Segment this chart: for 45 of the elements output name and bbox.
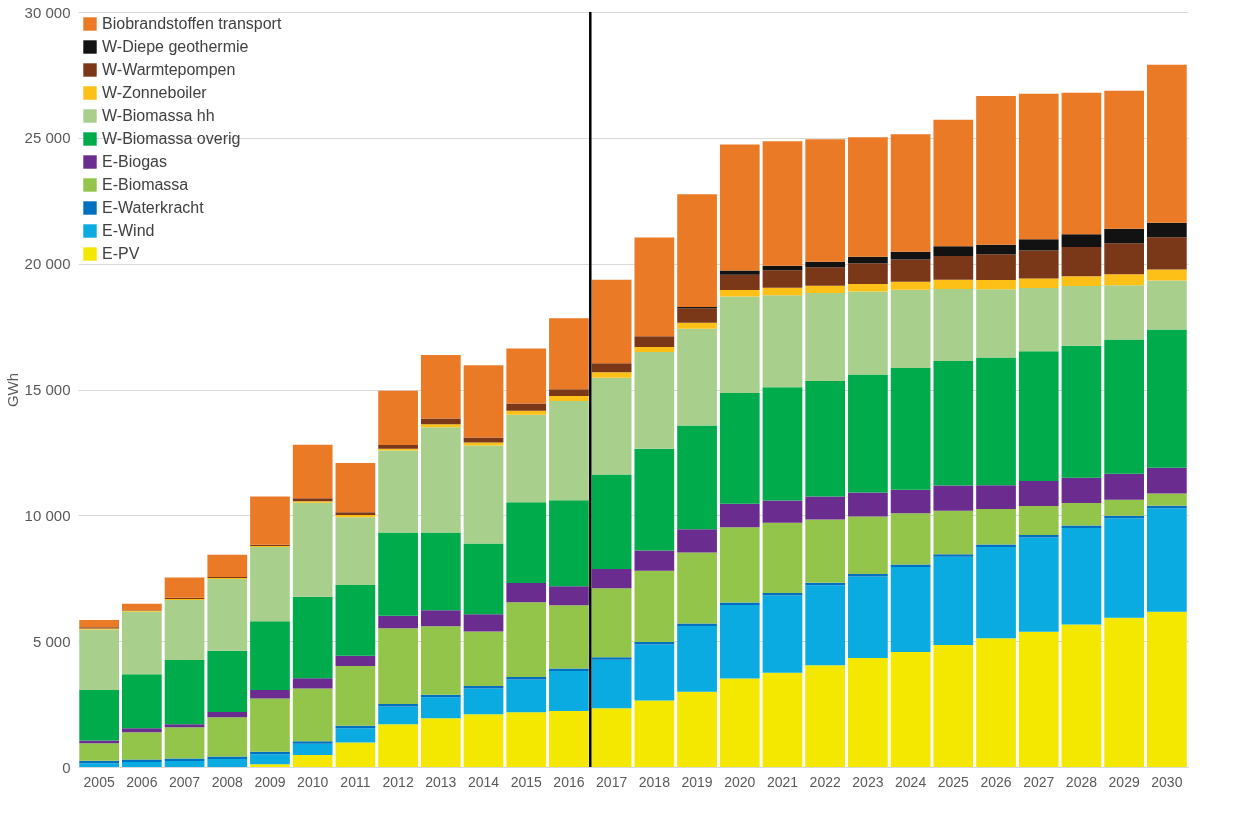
x-tick-label: 2023	[852, 773, 884, 790]
x-tick-label: 2024	[895, 773, 927, 790]
y-tick-label: 25 000	[24, 129, 71, 147]
legend-label: E-Wind	[102, 222, 155, 239]
x-tick-label: 2009	[254, 773, 286, 790]
legend-label: E-Biogas	[102, 153, 167, 170]
legend-label: W-Zonneboiler	[102, 84, 208, 101]
x-tick-label: 2008	[211, 773, 244, 790]
legend-label: E-PV	[102, 245, 140, 262]
legend-label: W-Biomassa hh	[102, 107, 215, 124]
x-tick-label: 2027	[1023, 773, 1055, 790]
y-tick-label: 10 000	[24, 506, 71, 524]
legend-label: Biobrandstoffen transport	[102, 15, 282, 32]
x-tick-label: 2029	[1108, 773, 1140, 790]
x-tick-label: 2018	[638, 773, 671, 790]
x-tick-label: 2011	[340, 773, 371, 790]
x-tick-label: 2022	[809, 773, 841, 790]
x-tick-label: 2021	[766, 773, 799, 790]
y-axis-title: GWh	[3, 372, 21, 408]
x-tick-label: 2020	[724, 773, 756, 790]
legend-label: E-Waterkracht	[102, 199, 205, 216]
x-tick-label: 2014	[467, 773, 500, 790]
x-tick-label: 2013	[425, 773, 457, 790]
y-tick-label: 5 000	[32, 632, 71, 650]
x-tick-label: 2030	[1151, 773, 1183, 790]
legend-label: W-Warmtepompen	[102, 61, 236, 78]
x-tick-label: 2007	[168, 773, 201, 790]
x-tick-label: 2015	[510, 773, 543, 790]
x-tick-label: 2016	[553, 773, 585, 790]
legend-label: E-Biomassa	[102, 176, 189, 193]
legend-label: W-Diepe geothermie	[102, 38, 249, 55]
x-tick-label: 2019	[681, 773, 713, 790]
y-tick-label: 20 000	[24, 255, 71, 273]
x-tick-label: 2017	[596, 773, 628, 790]
y-tick-label: 15 000	[24, 381, 71, 398]
x-tick-label: 2006	[126, 773, 158, 790]
x-tick-label: 2010	[297, 773, 329, 790]
x-tick-label: 2028	[1065, 773, 1098, 790]
y-tick-label: 0	[62, 758, 71, 776]
x-tick-label: 2025	[937, 773, 970, 790]
x-tick-label: 2026	[980, 773, 1012, 790]
legend-label: W-Biomassa overig	[102, 130, 241, 147]
y-tick-label: 30 000	[24, 3, 71, 21]
x-tick-label: 2005	[83, 773, 115, 790]
x-tick-label: 2012	[382, 773, 414, 790]
